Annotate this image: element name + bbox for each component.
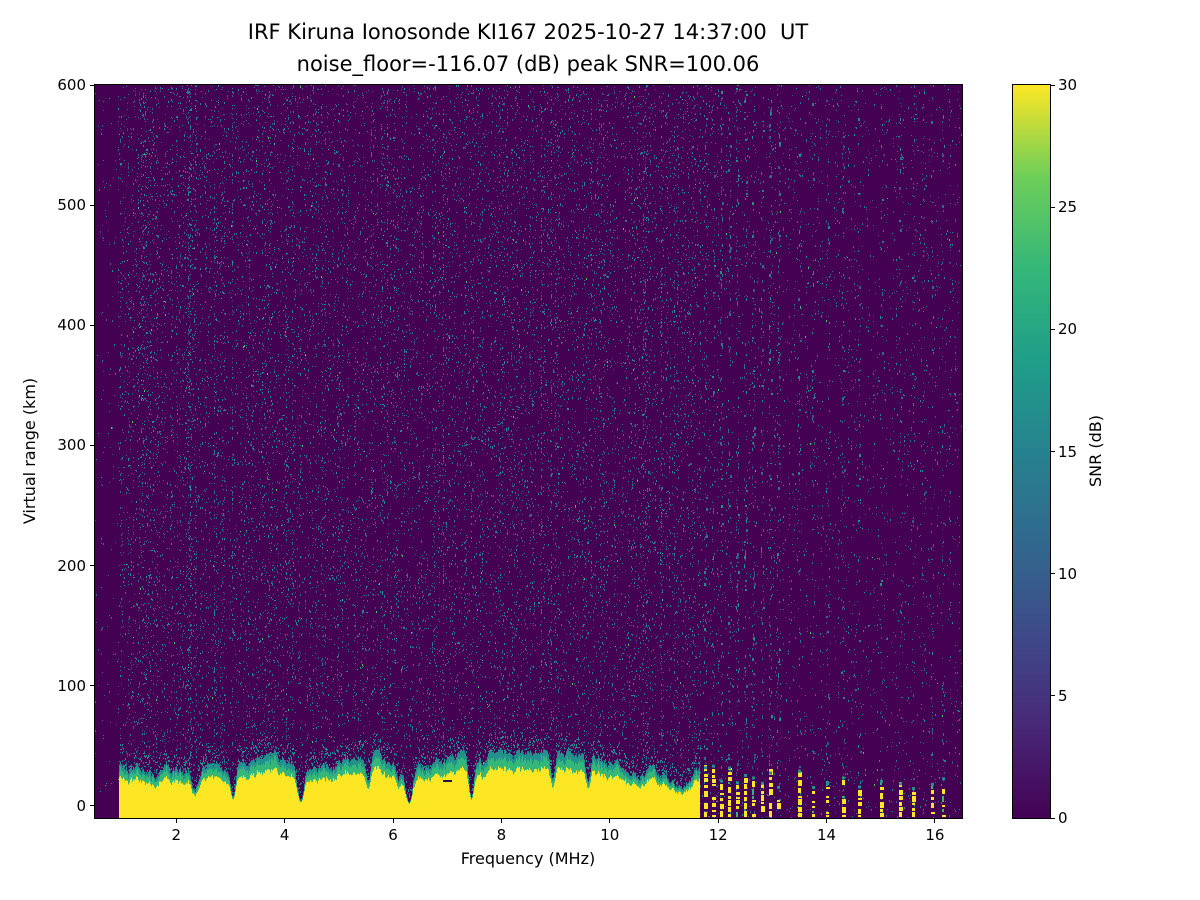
y-tick-mark [90,324,94,326]
y-tick-label: 200 [57,556,86,575]
y-tick-mark [90,84,94,86]
x-tick-label: 14 [816,826,837,844]
x-tick-mark [717,819,719,823]
x-tick-label: 6 [388,826,398,844]
y-tick-label: 400 [57,316,86,335]
y-tick-label: 100 [57,676,86,695]
y-tick-mark [90,805,94,807]
x-axis-label: Frequency (MHz) [460,849,596,868]
plot-area [94,84,963,819]
x-tick-mark [826,819,828,823]
colorbar-tick-mark [1051,695,1055,697]
x-tick-label: 4 [279,826,290,844]
colorbar-tick-mark [1051,84,1055,86]
colorbar-tick-mark [1051,817,1055,819]
x-tick-mark [175,819,177,823]
x-tick-label: 8 [496,826,507,844]
y-tick-mark [90,565,94,567]
colorbar [1012,84,1051,819]
y-tick-label: 0 [76,796,86,815]
x-tick-mark [609,819,611,823]
colorbar-tick-label: 20 [1058,320,1078,339]
colorbar-tick-label: 0 [1058,809,1068,827]
x-tick-label: 12 [708,826,728,844]
colorbar-tick-label: 25 [1058,198,1078,217]
colorbar-tick-label: 15 [1058,442,1078,461]
colorbar-tick-label: 5 [1058,686,1068,705]
x-tick-mark [284,819,286,823]
y-tick-mark [90,204,94,206]
x-tick-mark [392,819,394,823]
ionogram-heatmap [95,85,962,818]
y-tick-label: 300 [57,436,86,455]
colorbar-tick-mark [1051,206,1055,208]
colorbar-gradient [1013,85,1050,818]
x-tick-label: 2 [171,826,182,844]
y-tick-mark [90,685,94,687]
chart-title: IRF Kiruna Ionosonde KI167 2025-10-27 14… [247,20,809,44]
colorbar-tick-mark [1051,451,1055,452]
chart-subtitle: noise_floor=-116.07 (dB) peak SNR=100.06 [296,52,760,76]
x-tick-mark [934,819,936,823]
colorbar-tick-mark [1051,573,1055,575]
x-tick-label: 10 [600,826,620,844]
colorbar-tick-label: 30 [1058,76,1078,94]
x-tick-mark [500,819,502,823]
x-tick-label: 16 [925,826,945,844]
y-tick-mark [90,444,94,446]
y-tick-label: 500 [57,196,86,215]
colorbar-tick-label: 10 [1058,564,1078,583]
y-tick-label: 600 [57,76,86,94]
colorbar-tick-mark [1051,328,1055,330]
